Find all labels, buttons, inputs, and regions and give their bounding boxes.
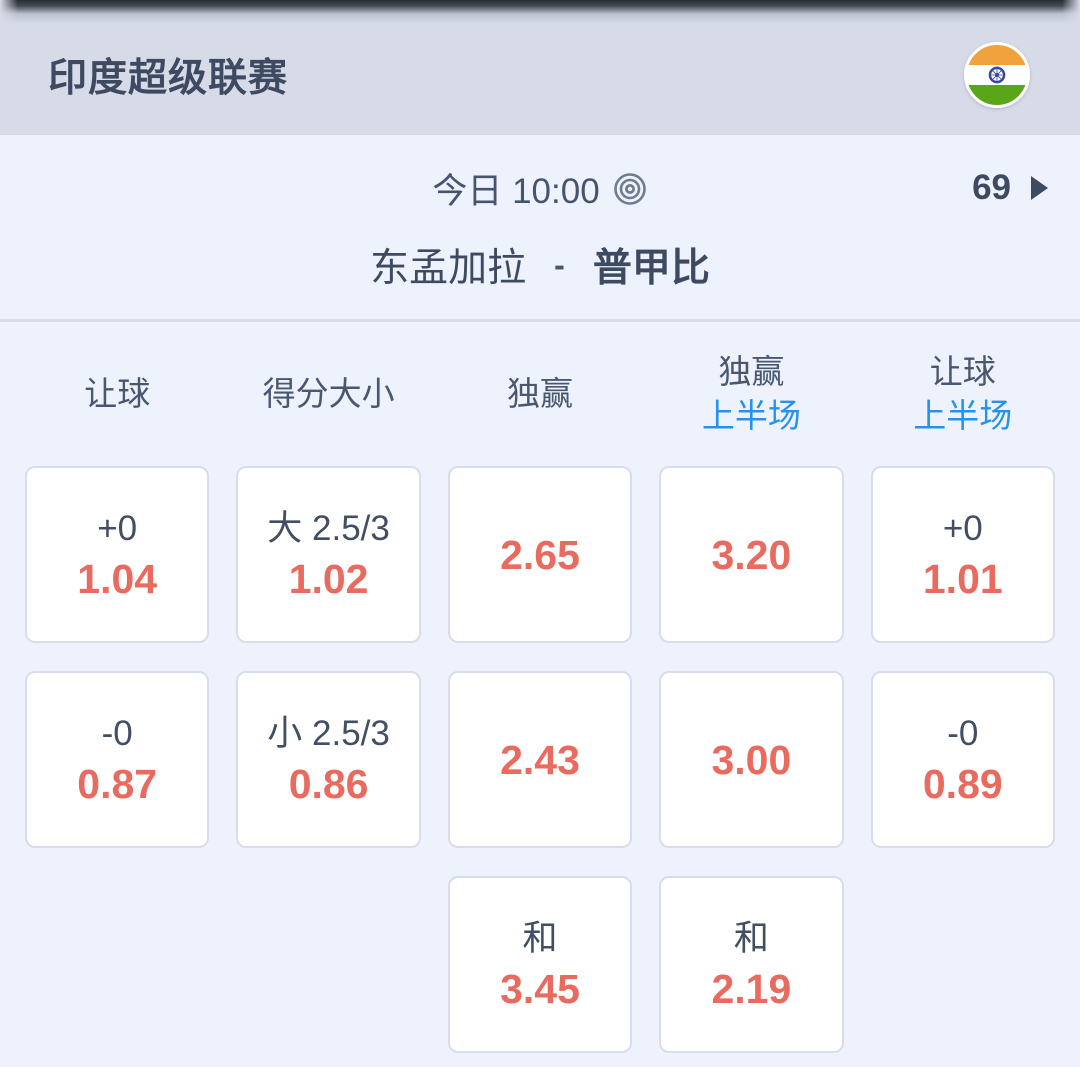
column-header-label: 独赢 (506, 375, 573, 412)
column-header-label: 独赢 (718, 353, 785, 390)
column-header-sublabel: 上半场 (701, 397, 801, 434)
bullseye-icon (613, 173, 646, 205)
ashoka-chakra-icon (988, 66, 1006, 83)
odds-cell-label: 和 (522, 918, 558, 958)
odds-cell-label: 小 2.5/3 (267, 713, 390, 753)
match-time-row: 今日 10:00 69 (0, 151, 1080, 225)
odds-cell-label: 和 (733, 918, 769, 958)
odds-cell-value: 1.02 (288, 555, 369, 602)
teams-separator: - (554, 246, 565, 283)
odds-cell-win-firsthalf-draw[interactable]: 和 2.19 (659, 876, 844, 1053)
chevron-right-icon (1031, 176, 1048, 200)
match-time: 今日 10:00 (432, 163, 647, 214)
odds-cell-over[interactable]: 大 2.5/3 1.02 (236, 466, 421, 643)
odds-cell-value: 1.04 (77, 555, 158, 602)
home-team-name: 东孟加拉 (370, 247, 527, 290)
india-flag-icon (964, 41, 1030, 108)
teams-row: 东孟加拉 - 普甲比 (0, 225, 1080, 305)
column-header-label: 让球 (84, 375, 151, 412)
column-header-total: 得分大小 (236, 372, 420, 416)
odds-cell-value: 1.01 (922, 555, 1003, 602)
odds-cell-win-home[interactable]: 2.65 (447, 466, 633, 643)
odds-cell-value: 0.89 (922, 760, 1003, 807)
odds-cell-value: 0.86 (288, 760, 369, 807)
markets-count: 69 (972, 168, 1011, 207)
odds-cell-under[interactable]: 小 2.5/3 0.86 (236, 671, 421, 848)
column-header-handicap: 让球 (25, 372, 209, 416)
odds-cell-handicap-home[interactable]: +0 1.04 (25, 466, 210, 643)
odds-row-1: +0 1.04 大 2.5/3 1.02 2.65 3.20 +0 1.01 (0, 466, 1080, 643)
odds-cell-handicap-away[interactable]: -0 0.87 (25, 671, 210, 848)
odds-cell-label: -0 (101, 713, 133, 753)
odds-cell-win-draw[interactable]: 和 3.45 (447, 876, 633, 1053)
league-header: 印度超级联赛 (0, 0, 1080, 135)
match-time-label: 今日 10:00 (432, 171, 600, 211)
odds-cell-value: 3.00 (711, 736, 792, 783)
column-header-handicap-firsthalf: 让球 上半场 (871, 350, 1055, 438)
column-header-label: 得分大小 (262, 375, 395, 412)
odds-cell-handicap-firsthalf-away[interactable]: -0 0.89 (870, 671, 1055, 848)
odds-cell-label: 大 2.5/3 (267, 508, 390, 548)
away-team-name: 普甲比 (592, 247, 710, 290)
odds-column-headers: 让球 得分大小 独赢 独赢 上半场 让球 上半场 (0, 322, 1080, 466)
odds-cell-value: 0.87 (77, 760, 158, 807)
odds-cell-win-away[interactable]: 2.43 (447, 671, 633, 848)
column-header-win: 独赢 (448, 372, 632, 416)
odds-cell-label: +0 (942, 508, 983, 548)
odds-cell-value: 2.65 (500, 531, 580, 578)
column-header-sublabel: 上半场 (913, 397, 1013, 434)
odds-cell-value: 3.45 (500, 965, 580, 1012)
odds-cell-label: -0 (947, 713, 979, 753)
odds-cell-label: +0 (97, 508, 138, 548)
column-header-label: 让球 (929, 353, 996, 390)
odds-cell-value: 3.20 (711, 531, 792, 578)
column-header-win-firsthalf: 独赢 上半场 (659, 350, 843, 438)
odds-row-2: -0 0.87 小 2.5/3 0.86 2.43 3.00 -0 0.89 (0, 671, 1080, 848)
odds-cell-handicap-firsthalf-home[interactable]: +0 1.01 (870, 466, 1055, 643)
odds-row-3: 和 3.45 和 2.19 (0, 876, 1080, 1053)
odds-cell-win-firsthalf-away[interactable]: 3.00 (659, 671, 844, 848)
more-markets-button[interactable]: 69 (972, 168, 1048, 208)
odds-cell-win-firsthalf-home[interactable]: 3.20 (659, 466, 844, 643)
section-divider (0, 319, 1080, 322)
odds-cell-value: 2.19 (711, 965, 792, 1012)
odds-cell-value: 2.43 (500, 736, 580, 783)
league-title: 印度超级联赛 (48, 56, 289, 100)
